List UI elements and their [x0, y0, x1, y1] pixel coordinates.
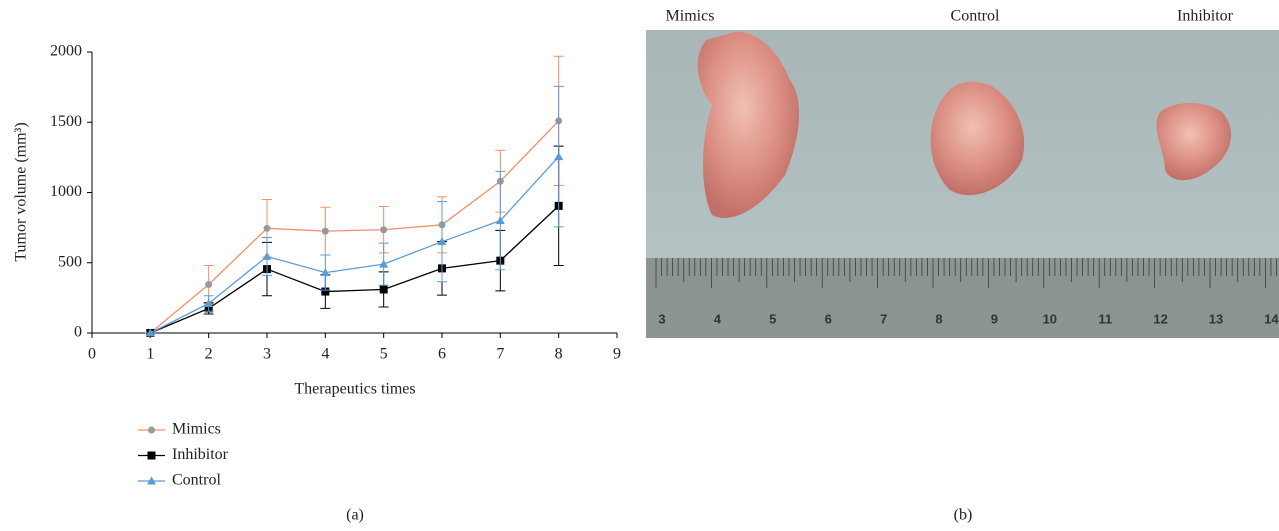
- series-line: [149, 120, 560, 334]
- tissue-control: [930, 81, 1025, 196]
- series-line: [150, 156, 560, 334]
- x-axis-label: Therapeutics times: [294, 381, 415, 398]
- ruler-number: 9: [991, 311, 998, 326]
- y-tick-label: 0: [74, 324, 82, 341]
- photo-label: Mimics: [666, 8, 715, 25]
- panel-label: (b): [954, 507, 973, 524]
- point: [379, 259, 389, 268]
- legend-marker: [147, 476, 156, 485]
- x-tick-label: 6: [438, 346, 446, 363]
- x-tick-label: 8: [555, 346, 563, 363]
- x-tick-label: 3: [263, 346, 271, 363]
- tissue-mimics: [697, 31, 800, 219]
- x-tick-label: 0: [88, 346, 96, 363]
- photo-label: Inhibitor: [1177, 8, 1234, 25]
- point: [380, 226, 388, 234]
- ruler-number: 10: [1043, 311, 1057, 326]
- ruler-number: 8: [935, 311, 942, 326]
- x-tick-label: 4: [321, 346, 329, 363]
- x-tick-label: 5: [380, 346, 388, 363]
- tissue-inhibitor: [1156, 103, 1232, 181]
- y-tick-label: 1000: [50, 183, 82, 200]
- y-tick-label: 500: [58, 253, 82, 270]
- point: [204, 298, 214, 307]
- point: [379, 285, 388, 294]
- legend-label: Inhibitor: [172, 446, 229, 463]
- legend-label: Control: [172, 472, 221, 489]
- x-tick-label: 2: [205, 346, 213, 363]
- ruler: [646, 258, 1279, 338]
- y-axis-label: Tumor volume (mm³): [13, 122, 30, 261]
- point: [145, 328, 155, 337]
- plot: Tumor volume (mm³) Therapeutics times (a…: [13, 122, 973, 523]
- point: [321, 227, 329, 235]
- y-tick-label: 2000: [50, 43, 82, 60]
- photo-label: Control: [951, 8, 1000, 25]
- point: [320, 268, 330, 277]
- photo: [646, 30, 1279, 338]
- point: [321, 287, 330, 296]
- point: [554, 152, 564, 161]
- ruler-number: 12: [1153, 311, 1167, 326]
- x-tick-label: 9: [613, 346, 621, 363]
- ruler-number: 14: [1264, 311, 1279, 326]
- point: [262, 251, 272, 260]
- ruler-number: 3: [658, 311, 665, 326]
- x-tick-label: 7: [496, 346, 504, 363]
- point: [263, 224, 271, 232]
- ruler-number: 7: [880, 311, 887, 326]
- ruler-number: 13: [1209, 311, 1223, 326]
- x-tick-label: 1: [146, 346, 154, 363]
- legend-marker: [147, 451, 156, 460]
- ruler-number: 4: [714, 311, 722, 326]
- legend-marker: [148, 426, 155, 434]
- point: [495, 216, 505, 225]
- point: [437, 237, 447, 246]
- ruler-number: 5: [769, 311, 776, 326]
- ruler-number: 6: [825, 311, 832, 326]
- y-tick-label: 1500: [50, 113, 82, 130]
- point: [205, 281, 213, 289]
- legend-label: Mimics: [172, 421, 221, 438]
- series-line: [150, 205, 560, 334]
- panel-label: (a): [346, 507, 364, 524]
- ruler-number: 11: [1098, 311, 1112, 326]
